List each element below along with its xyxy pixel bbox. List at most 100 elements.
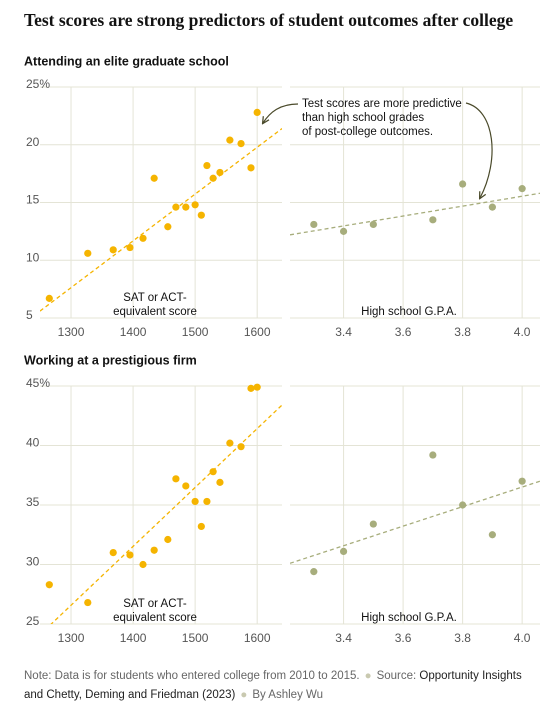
point xyxy=(310,220,318,229)
point xyxy=(172,203,180,211)
x-tick-label: 4.0 xyxy=(514,325,531,339)
x-tick-label: 1300 xyxy=(58,325,85,339)
annotation: Test scores are more predictive xyxy=(302,98,462,110)
point xyxy=(237,443,245,451)
point xyxy=(459,180,467,188)
point xyxy=(203,497,211,506)
point xyxy=(203,161,211,170)
y-tick-label: 25 xyxy=(26,614,40,628)
point xyxy=(216,478,224,486)
byline: By Ashley Wu xyxy=(252,689,324,701)
x-tick-label: 1600 xyxy=(244,325,271,339)
y-tick-label: 40 xyxy=(26,436,40,450)
y-tick-label: 20 xyxy=(26,135,40,149)
point xyxy=(45,294,53,302)
subtitle: Attending an elite graduate school xyxy=(24,54,229,68)
point xyxy=(226,136,234,144)
x-axis-label: equivalent score xyxy=(113,306,197,318)
y-tick-label: 35 xyxy=(26,495,40,509)
point xyxy=(172,475,180,483)
annotation: than high school grades xyxy=(302,112,424,124)
point xyxy=(209,468,217,476)
x-tick-label: 1600 xyxy=(244,631,271,645)
x-axis-label: equivalent score xyxy=(113,612,197,624)
footer: Note: Data is for students who entered c… xyxy=(24,670,522,701)
x-tick-label: 1300 xyxy=(58,631,85,645)
trend-line xyxy=(290,480,540,564)
trend-line xyxy=(290,192,540,236)
x-axis-label: SAT or ACT- xyxy=(123,292,187,304)
y-tick-label: 45% xyxy=(26,376,50,390)
point xyxy=(150,546,158,554)
x-axis-label: High school G.P.A. xyxy=(361,612,457,624)
y-tick-label: 10 xyxy=(26,250,40,264)
point xyxy=(429,451,437,459)
point xyxy=(339,547,348,556)
point xyxy=(191,201,199,209)
subtitle: Working at a prestigious firm xyxy=(24,353,197,367)
point xyxy=(191,497,199,506)
chart-title: Test scores are strong predictors of stu… xyxy=(24,10,513,30)
x-tick-label: 3.4 xyxy=(335,325,352,339)
point xyxy=(237,139,245,148)
y-tick-label: 5 xyxy=(26,308,33,322)
point xyxy=(226,439,234,447)
point xyxy=(369,220,377,229)
x-tick-label: 3.8 xyxy=(454,631,471,645)
point xyxy=(182,482,190,490)
x-tick-label: 3.8 xyxy=(454,325,471,339)
annotation-arrow xyxy=(465,102,493,198)
source: Opportunity Insights and Chetty, Deming … xyxy=(24,670,522,701)
point xyxy=(139,234,147,242)
annotation: of post-college outcomes. xyxy=(302,126,433,138)
point xyxy=(164,535,172,544)
point xyxy=(84,249,92,257)
x-tick-label: 3.6 xyxy=(395,325,412,339)
point xyxy=(197,211,205,219)
point xyxy=(253,383,261,391)
source-label: Source: xyxy=(376,670,417,682)
x-axis-label: SAT or ACT- xyxy=(123,598,187,610)
point xyxy=(45,581,53,589)
annotation-arrow xyxy=(263,103,299,123)
point xyxy=(182,203,190,211)
point xyxy=(488,531,496,539)
point xyxy=(216,168,224,177)
point xyxy=(253,108,261,117)
point xyxy=(310,568,318,576)
x-tick-label: 4.0 xyxy=(514,631,531,645)
panels: Attending an elite graduate school 5 10 15 2… xyxy=(24,54,540,645)
x-tick-label: 1500 xyxy=(182,325,209,339)
point xyxy=(459,501,467,509)
point xyxy=(247,164,255,172)
y-tick-label: 30 xyxy=(26,555,40,569)
x-axis-label: High school G.P.A. xyxy=(361,306,457,318)
point xyxy=(518,185,526,193)
y-tick-label: 15 xyxy=(26,193,40,207)
point xyxy=(518,477,526,485)
point xyxy=(209,174,217,182)
point xyxy=(488,203,496,211)
point xyxy=(150,174,158,182)
x-tick-label: 1500 xyxy=(182,631,209,645)
point xyxy=(339,227,348,235)
point xyxy=(429,216,437,224)
point xyxy=(84,598,92,607)
point xyxy=(109,549,117,557)
point xyxy=(126,551,134,559)
x-tick-label: 3.4 xyxy=(335,631,352,645)
x-tick-label: 1400 xyxy=(120,325,147,339)
trend-line xyxy=(40,128,282,312)
x-tick-label: 1400 xyxy=(120,631,147,645)
point xyxy=(109,246,117,254)
point xyxy=(369,520,377,528)
note: Note: Data is for students who entered c… xyxy=(24,670,360,682)
point xyxy=(164,223,172,231)
point xyxy=(247,384,255,392)
point xyxy=(126,243,134,252)
y-tick-label: 25% xyxy=(26,77,50,91)
point xyxy=(197,522,205,531)
x-tick-label: 3.6 xyxy=(395,631,412,645)
